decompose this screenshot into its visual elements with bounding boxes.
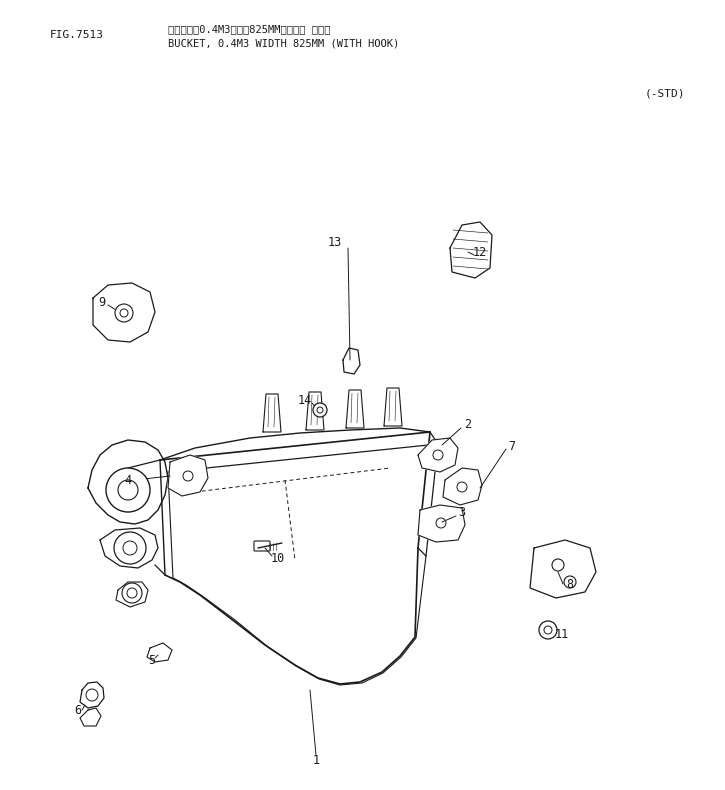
Text: 6: 6 — [75, 704, 81, 717]
Text: 3: 3 — [458, 506, 465, 518]
Polygon shape — [93, 283, 155, 342]
Circle shape — [122, 583, 142, 603]
Text: 14: 14 — [298, 393, 312, 407]
Polygon shape — [263, 394, 281, 432]
Text: 5: 5 — [149, 653, 156, 667]
Polygon shape — [306, 392, 324, 430]
Polygon shape — [530, 540, 596, 598]
Polygon shape — [116, 582, 148, 607]
Text: (-STD): (-STD) — [645, 88, 686, 98]
Circle shape — [539, 621, 557, 639]
Text: バケット，0.4M3，幅　825MM（フック 付き）: バケット，0.4M3，幅 825MM（フック 付き） — [168, 24, 331, 34]
Text: 2: 2 — [465, 419, 471, 431]
Text: 11: 11 — [555, 627, 569, 641]
Polygon shape — [343, 348, 360, 374]
Circle shape — [115, 304, 133, 322]
Circle shape — [114, 532, 146, 564]
Polygon shape — [147, 643, 172, 662]
Text: 8: 8 — [566, 577, 573, 590]
Text: FIG.7513: FIG.7513 — [50, 30, 104, 40]
FancyBboxPatch shape — [254, 541, 270, 551]
Text: 10: 10 — [271, 551, 285, 565]
Circle shape — [313, 403, 327, 417]
Text: 4: 4 — [125, 473, 131, 487]
Text: 7: 7 — [508, 439, 515, 453]
Polygon shape — [443, 468, 482, 505]
Polygon shape — [80, 682, 104, 708]
Circle shape — [106, 468, 150, 512]
Polygon shape — [100, 528, 158, 568]
Polygon shape — [384, 388, 402, 426]
Polygon shape — [346, 390, 364, 428]
Polygon shape — [418, 505, 465, 542]
Text: 9: 9 — [99, 295, 106, 309]
Polygon shape — [418, 438, 458, 472]
Text: 12: 12 — [473, 246, 487, 258]
Text: BUCKET, 0.4M3 WIDTH 825MM (WITH HOOK): BUCKET, 0.4M3 WIDTH 825MM (WITH HOOK) — [168, 38, 399, 48]
Text: 13: 13 — [328, 235, 342, 249]
Polygon shape — [80, 708, 101, 726]
Text: 1: 1 — [312, 754, 320, 766]
Polygon shape — [88, 440, 168, 524]
Polygon shape — [450, 222, 492, 278]
Polygon shape — [168, 455, 208, 496]
